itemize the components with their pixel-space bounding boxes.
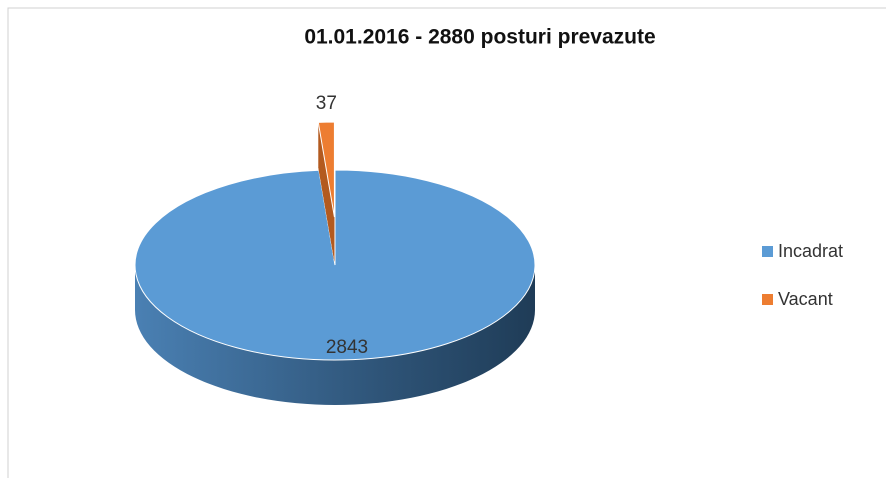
- legend-label: Incadrat: [778, 241, 843, 261]
- slice: [317, 121, 335, 218]
- slice-side: [135, 265, 535, 405]
- data-label: 2843: [326, 337, 368, 358]
- slice: [134, 169, 536, 361]
- chart-border: [7, 7, 886, 478]
- data-label: 37: [316, 93, 337, 114]
- legend-swatch: [762, 246, 773, 257]
- legend-swatch: [762, 294, 773, 305]
- slice-side: [318, 122, 335, 263]
- legend-label: Vacant: [778, 289, 833, 309]
- chart-title: 01.01.2016 - 2880 posturi prevazute: [304, 26, 655, 49]
